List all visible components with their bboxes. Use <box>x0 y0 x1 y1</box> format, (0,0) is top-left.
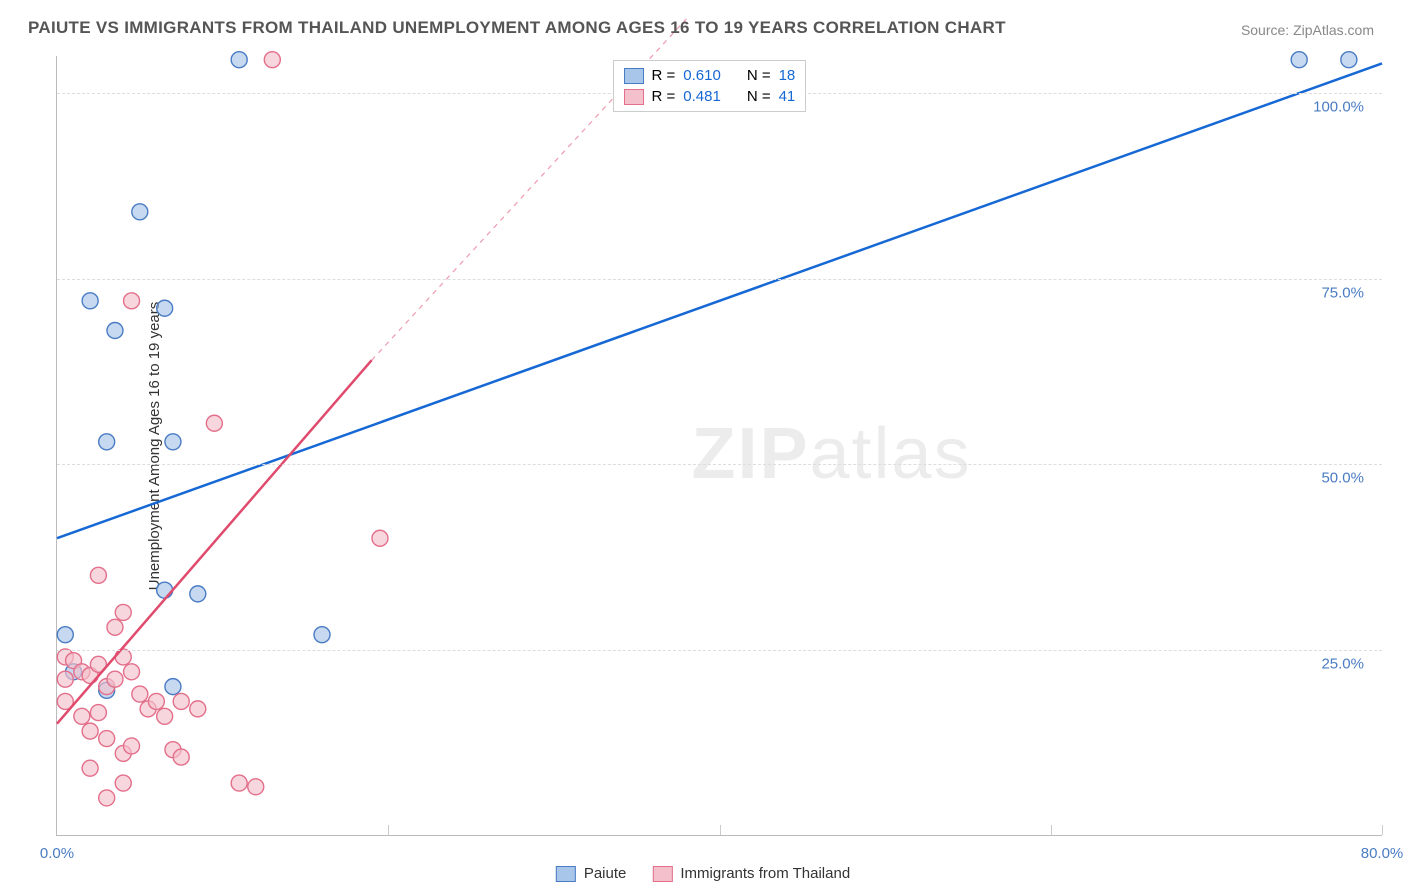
data-point <box>99 790 115 806</box>
data-point <box>115 649 131 665</box>
data-point <box>107 323 123 339</box>
data-point <box>99 434 115 450</box>
r-label: R = <box>652 88 676 105</box>
trendline <box>57 63 1382 538</box>
data-point <box>157 300 173 316</box>
data-point <box>314 627 330 643</box>
correlation-legend: R = 0.610 N = 18 R = 0.481 N = 41 <box>613 60 807 112</box>
r-label: R = <box>652 67 676 84</box>
n-label: N = <box>747 67 771 84</box>
n-label: N = <box>747 88 771 105</box>
swatch-icon <box>652 866 672 882</box>
series-legend: Paiute Immigrants from Thailand <box>556 865 850 882</box>
data-point <box>1341 52 1357 68</box>
data-point <box>148 693 164 709</box>
plot-svg-layer <box>57 56 1382 835</box>
data-point <box>248 779 264 795</box>
data-point <box>115 604 131 620</box>
x-tick-label: 0.0% <box>40 845 74 862</box>
data-point <box>264 52 280 68</box>
data-point <box>157 708 173 724</box>
n-value: 41 <box>779 88 796 105</box>
y-tick-label: 25.0% <box>1321 655 1364 672</box>
data-point <box>99 731 115 747</box>
data-point <box>372 530 388 546</box>
data-point <box>132 686 148 702</box>
data-point <box>165 679 181 695</box>
data-point <box>90 705 106 721</box>
y-tick-label: 75.0% <box>1321 284 1364 301</box>
data-point <box>1291 52 1307 68</box>
n-value: 18 <box>779 67 796 84</box>
data-point <box>124 293 140 309</box>
data-point <box>90 567 106 583</box>
legend-label: Paiute <box>584 865 627 882</box>
data-point <box>124 738 140 754</box>
data-point <box>173 693 189 709</box>
legend-row: R = 0.610 N = 18 <box>624 65 796 86</box>
scatter-plot-area: ZIPatlas 25.0%50.0%75.0%100.0%0.0%80.0% <box>56 56 1382 836</box>
data-point <box>107 671 123 687</box>
legend-row: R = 0.481 N = 41 <box>624 86 796 107</box>
data-point <box>173 749 189 765</box>
source-label: Source: ZipAtlas.com <box>1241 22 1374 38</box>
data-point <box>124 664 140 680</box>
legend-item-thailand: Immigrants from Thailand <box>652 865 850 882</box>
data-point <box>57 671 73 687</box>
data-point <box>74 708 90 724</box>
legend-label: Immigrants from Thailand <box>680 865 850 882</box>
data-point <box>190 586 206 602</box>
data-point <box>157 582 173 598</box>
swatch-icon <box>624 89 644 105</box>
x-tick-label: 80.0% <box>1361 845 1404 862</box>
data-point <box>132 204 148 220</box>
y-tick-label: 50.0% <box>1321 470 1364 487</box>
legend-item-paiute: Paiute <box>556 865 627 882</box>
data-point <box>82 293 98 309</box>
swatch-icon <box>556 866 576 882</box>
data-point <box>57 627 73 643</box>
data-point <box>231 775 247 791</box>
data-point <box>107 619 123 635</box>
data-point <box>82 723 98 739</box>
data-point <box>82 760 98 776</box>
data-point <box>231 52 247 68</box>
data-point <box>206 415 222 431</box>
chart-title: PAIUTE VS IMMIGRANTS FROM THAILAND UNEMP… <box>28 18 1006 38</box>
data-point <box>115 775 131 791</box>
r-value: 0.610 <box>683 67 721 84</box>
data-point <box>165 434 181 450</box>
data-point <box>190 701 206 717</box>
swatch-icon <box>624 68 644 84</box>
y-tick-label: 100.0% <box>1313 99 1364 116</box>
r-value: 0.481 <box>683 88 721 105</box>
